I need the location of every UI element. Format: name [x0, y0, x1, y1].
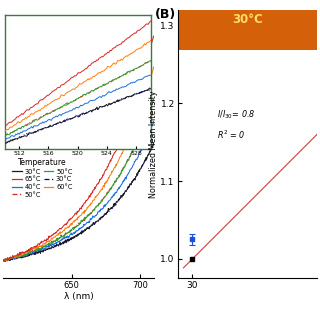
Y-axis label: Normalized Mean Intensity: Normalized Mean Intensity: [149, 90, 158, 198]
Text: $R^2$ = 0: $R^2$ = 0: [217, 128, 245, 140]
Bar: [178, 2, 317, 50]
Text: (B): (B): [155, 8, 176, 21]
Text: $I/I_{30}$= 0.8: $I/I_{30}$= 0.8: [217, 108, 255, 121]
X-axis label: λ (nm): λ (nm): [64, 292, 93, 300]
Legend: 30°C, 65°C, 40°C, 50°C, 50°C, 30°C, 60°C: 30°C, 65°C, 40°C, 50°C, 50°C, 30°C, 60°C: [10, 156, 75, 200]
Text: 30°C: 30°C: [232, 12, 263, 26]
